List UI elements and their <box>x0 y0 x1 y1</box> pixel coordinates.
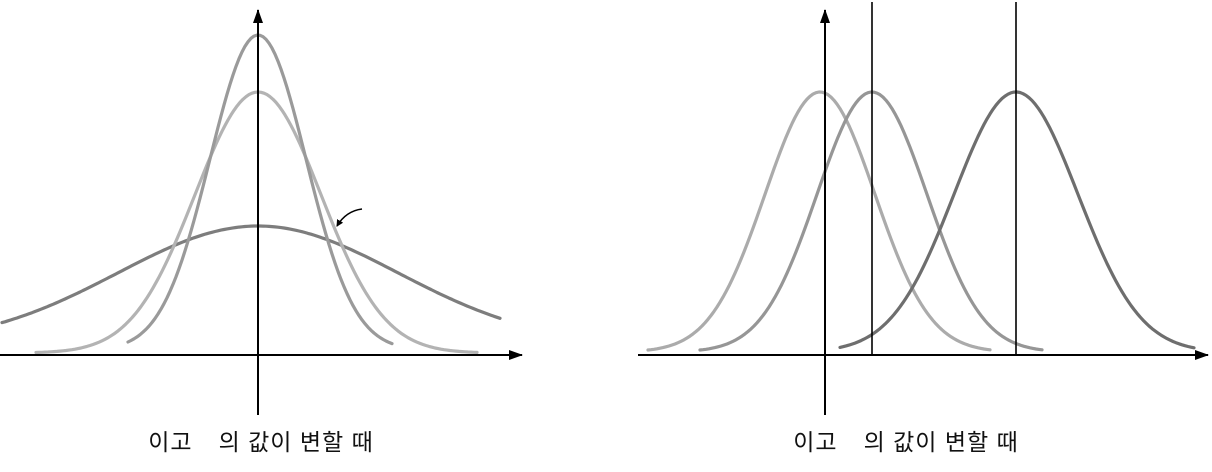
left-mean-curve <box>646 90 992 352</box>
right-caption-part1: 이고 <box>793 429 838 455</box>
medium-curve <box>34 90 479 355</box>
right-caption: 이고 의 값이 변할 때 <box>793 426 1018 458</box>
right-plot <box>638 2 1209 415</box>
middle-mean-curve <box>698 90 1044 352</box>
left-caption-part2: 의 값이 변할 때 <box>218 429 374 455</box>
right-mean-curve <box>838 90 1196 350</box>
left-plot <box>0 9 523 415</box>
left-caption: 이고 의 값이 변할 때 <box>148 426 373 458</box>
left-caption-part1: 이고 <box>148 429 193 455</box>
pointer-arrow <box>336 208 363 227</box>
right-caption-part2: 의 값이 변할 때 <box>863 429 1019 455</box>
tall-narrow-curve <box>126 33 394 346</box>
wide-low-curve <box>0 224 502 325</box>
